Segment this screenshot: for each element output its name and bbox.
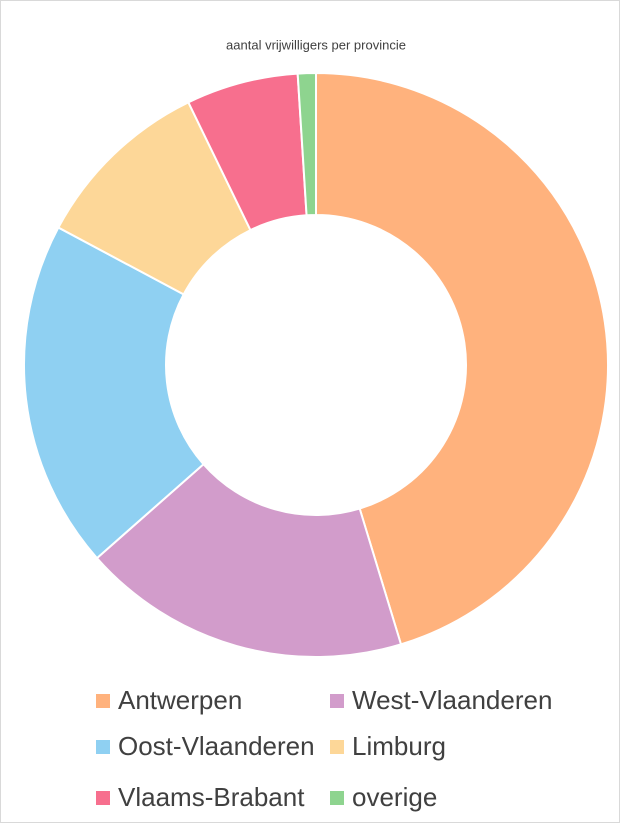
legend-marker bbox=[96, 694, 110, 708]
donut-segment bbox=[23, 226, 205, 560]
donut-segment bbox=[296, 71, 317, 217]
legend-marker bbox=[96, 740, 110, 754]
legend-label: West-Vlaanderen bbox=[352, 685, 552, 715]
donut-segment bbox=[315, 71, 609, 646]
legend-label: Limburg bbox=[352, 731, 446, 761]
legend-marker bbox=[96, 791, 110, 805]
legend-label: Vlaams-Brabant bbox=[118, 782, 305, 812]
legend-label: Antwerpen bbox=[118, 685, 242, 715]
legend-marker bbox=[330, 791, 344, 805]
legend-label: Oost-Vlaanderen bbox=[118, 731, 315, 761]
donut-segment bbox=[95, 462, 403, 658]
chart-title: aantal vrijwilligers per provincie bbox=[226, 37, 406, 52]
legend-label: overige bbox=[352, 782, 437, 812]
legend-marker bbox=[330, 694, 344, 708]
legend-marker bbox=[330, 740, 344, 754]
